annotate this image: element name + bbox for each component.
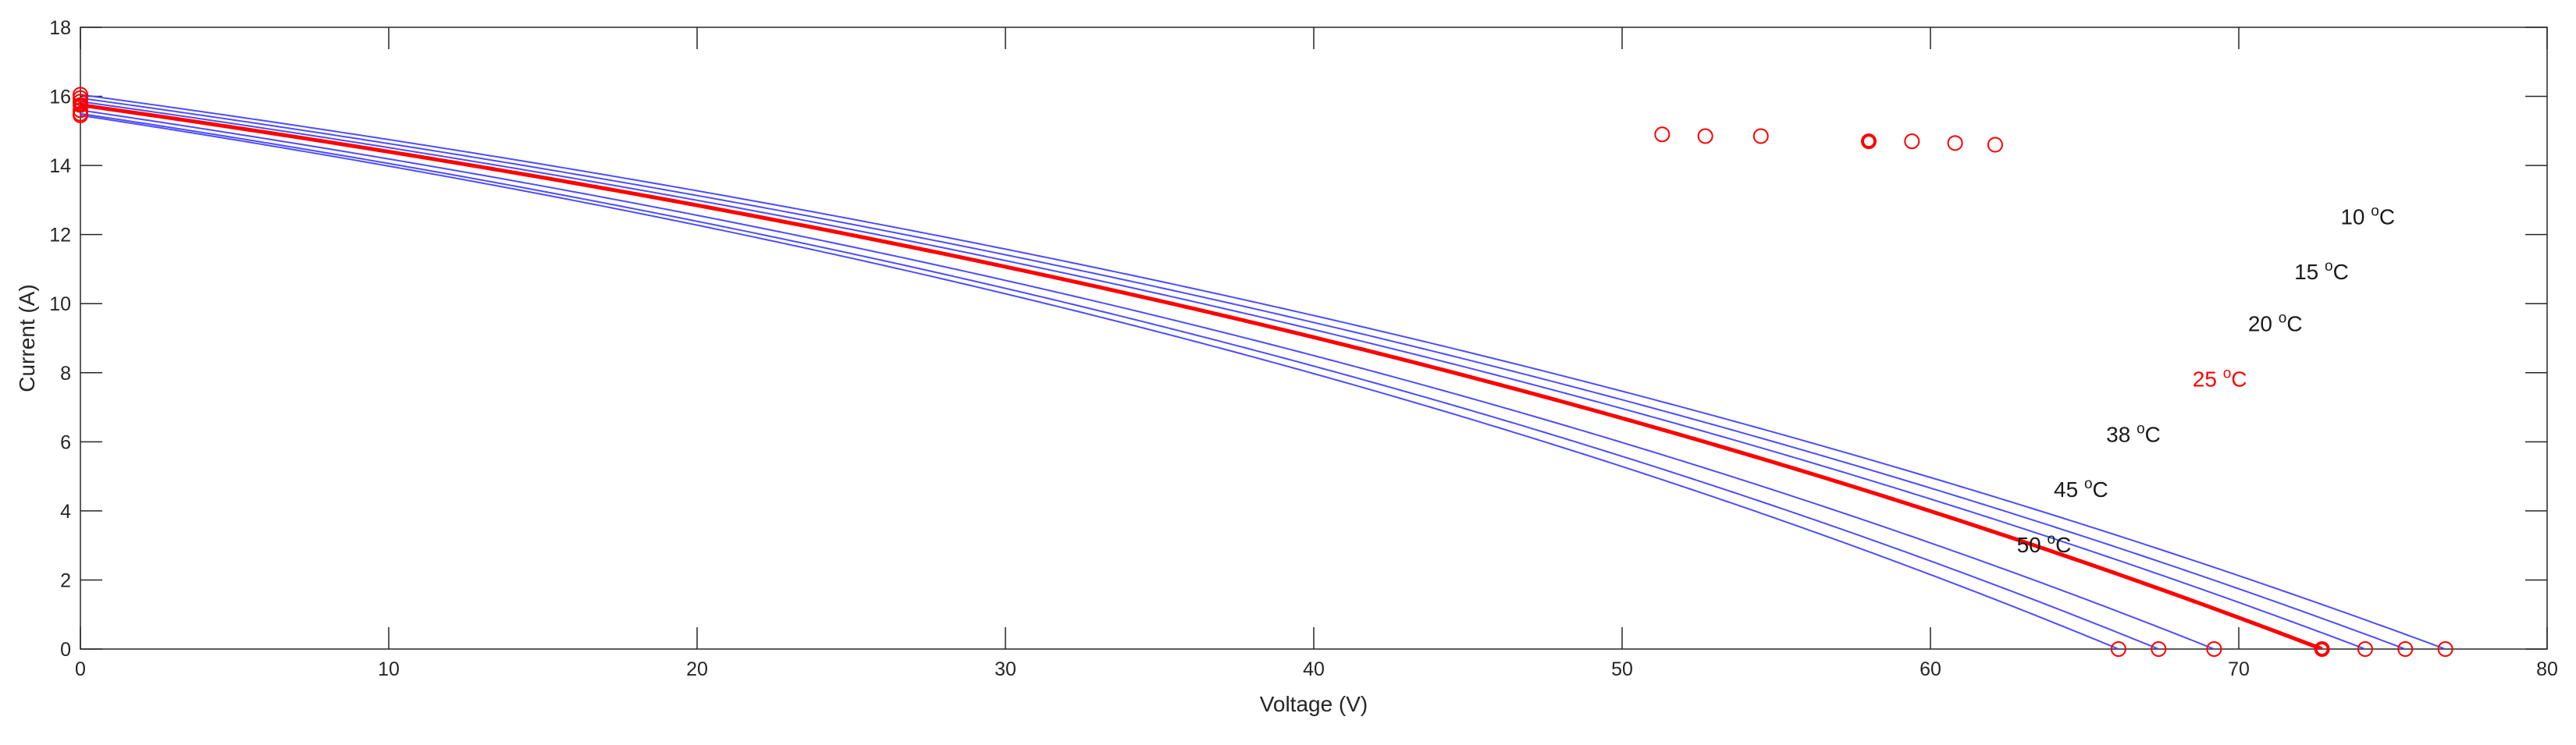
y-tick-label: 10 [49, 293, 71, 315]
iv-curve-20 [80, 101, 2366, 649]
x-tick-label: 30 [994, 658, 1016, 680]
mpp-marker-45 [1697, 128, 1713, 144]
iv-curve-15 [80, 97, 2406, 649]
mpp-marker-10 [1987, 137, 2003, 153]
x-tick-label: 40 [1303, 658, 1325, 680]
curve-label-50: 50 oC [2017, 531, 2072, 557]
mpp-marker-20 [1904, 133, 1920, 150]
curve-label-25: 25 oC [2193, 365, 2247, 391]
iv-curve-10 [80, 94, 2446, 649]
voc-marker-38 [2206, 641, 2222, 657]
x-tick-label: 60 [1920, 658, 1941, 680]
curve-label-10: 10 oC [2340, 203, 2395, 229]
mpp-marker-15 [1947, 135, 1963, 151]
x-tick-label: 10 [378, 658, 400, 680]
iv-curve-25 [80, 103, 2323, 649]
x-axis-title: Voltage (V) [1260, 692, 1368, 716]
iv-curve-50 [80, 114, 2119, 649]
y-tick-label: 18 [49, 17, 71, 39]
iv-curve-38 [80, 109, 2215, 649]
voc-marker-45 [2151, 641, 2167, 657]
curve-label-45: 45 oC [2054, 476, 2108, 502]
y-tick-label: 8 [60, 363, 71, 385]
voc-marker-50 [2110, 641, 2126, 657]
y-tick-label: 14 [49, 155, 71, 177]
mpp-marker-25 [1861, 133, 1877, 150]
mpp-marker-38 [1752, 128, 1769, 144]
curve-label-15: 15 oC [2294, 258, 2349, 284]
voc-marker-15 [2397, 641, 2414, 657]
x-tick-label: 50 [1611, 658, 1633, 680]
isc-marker-25 [73, 97, 88, 113]
x-tick-label: 0 [75, 658, 86, 680]
isc-marker-10 [73, 87, 88, 103]
voc-marker-20 [2357, 641, 2373, 657]
isc-marker-15 [73, 90, 88, 106]
mpp-marker-50 [1654, 126, 1670, 143]
x-tick-label: 20 [686, 658, 708, 680]
isc-marker-38 [73, 102, 88, 119]
isc-marker-50 [73, 107, 88, 123]
curves-group [80, 94, 2446, 649]
y-axis-title: Current (A) [15, 284, 39, 392]
curve-label-38: 38 oC [2106, 420, 2161, 446]
x-tick-label: 80 [2536, 658, 2558, 680]
y-tick-label: 12 [49, 225, 71, 247]
y-tick-label: 2 [60, 569, 71, 591]
y-tick-label: 4 [60, 501, 71, 523]
y-tick-label: 16 [49, 87, 71, 108]
voc-marker-10 [2437, 641, 2453, 657]
iv-curve-45 [80, 112, 2159, 649]
y-tick-label: 6 [60, 431, 71, 453]
voc-marker-25 [2314, 641, 2330, 657]
curve-label-20: 20 oC [2248, 310, 2303, 336]
x-tick-label: 70 [2228, 658, 2250, 680]
y-tick-label: 0 [60, 639, 71, 661]
